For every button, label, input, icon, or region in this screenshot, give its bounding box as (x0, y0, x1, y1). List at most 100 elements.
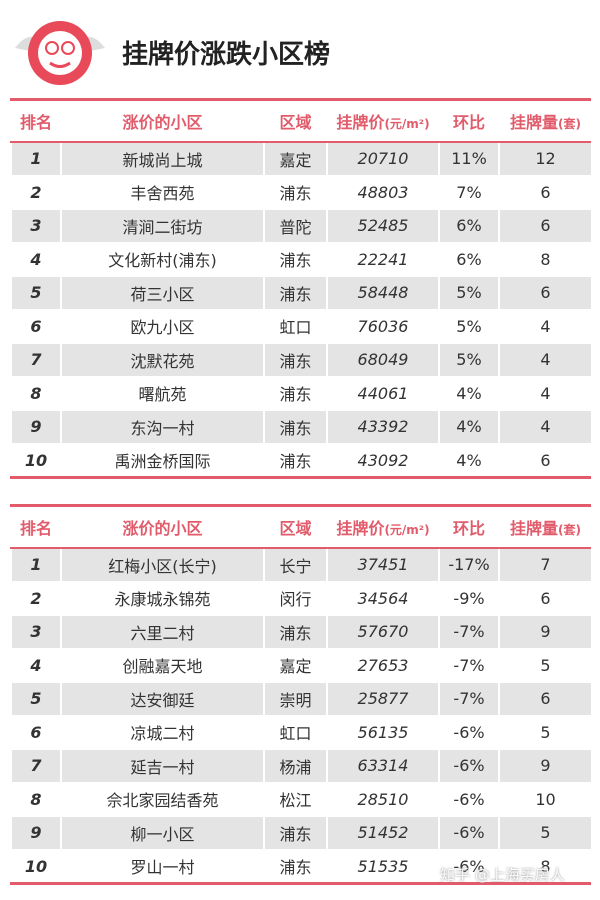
cell: 5 (498, 647, 591, 682)
header-cell: 挂牌量(套) (498, 505, 591, 549)
header-cell: 涨价的小区 (60, 99, 264, 143)
logo (15, 21, 105, 85)
cell: 沈默花苑 (60, 342, 264, 377)
watermark: 知乎 @上海买房人 (440, 866, 565, 884)
header-text: 挂牌价 (336, 113, 385, 132)
cell: 22241 (326, 241, 439, 276)
cell: 丰舍西苑 (60, 174, 264, 209)
cell: 闵行 (263, 580, 327, 615)
row: 9 东沟一村 浦东 43392 4% 4 (10, 409, 591, 444)
cell: 浦东 (263, 848, 327, 884)
cell: 清涧二街坊 (60, 208, 264, 243)
row: 1 红梅小区(长宁) 长宁 37451 -17% 7 (10, 547, 591, 582)
header-cell: 挂牌价(元/m²) (326, 99, 439, 143)
cell: 4 (498, 409, 591, 444)
row: 3 六里二村 浦东 57670 -7% 9 (10, 614, 591, 649)
cell: 曙航苑 (60, 375, 264, 410)
row: 9 柳一小区 浦东 51452 -6% 5 (10, 815, 591, 850)
cell: -9% (438, 580, 499, 615)
header-text: 排名 (19, 113, 52, 132)
cell: 浦东 (263, 375, 327, 410)
cell: 9 (498, 614, 591, 649)
cell: -7% (438, 614, 499, 649)
cell: 68049 (326, 342, 439, 377)
cell: 4 (10, 241, 61, 276)
header-cell: 区域 (263, 505, 327, 549)
row: 7 沈默花苑 浦东 68049 5% 4 (10, 342, 591, 377)
cell: 8 (10, 781, 61, 816)
cell: 普陀 (263, 208, 327, 243)
header-text: 挂牌量 (510, 113, 559, 132)
cell: 嘉定 (263, 647, 327, 682)
cell: 6 (10, 308, 61, 343)
cell: 48803 (326, 174, 439, 209)
header-cell: 环比 (438, 99, 499, 143)
cell: 浦东 (263, 614, 327, 649)
header-text: 涨价的小区 (122, 113, 203, 132)
cell: 4 (10, 647, 61, 682)
cell: 6 (498, 580, 591, 615)
cell: 4% (438, 409, 499, 444)
cell: 1 (10, 547, 61, 582)
row: 4 文化新村(浦东) 浦东 22241 6% 8 (10, 241, 591, 276)
cell: 浦东 (263, 815, 327, 850)
cell: 7% (438, 174, 499, 209)
header-unit: (套) (558, 117, 581, 131)
header-row: 排名 涨价的小区 区域 挂牌价(元/m²) 环比 挂牌量(套) (10, 505, 591, 549)
row: 5 荷三小区 浦东 58448 5% 6 (10, 275, 591, 310)
row: 10 禹洲金桥国际 浦东 43092 4% 6 (10, 442, 591, 478)
cell: 28510 (326, 781, 439, 816)
cell: 25877 (326, 681, 439, 716)
cell: 欧九小区 (60, 308, 264, 343)
header-text: 区域 (279, 113, 312, 132)
row: 3 清涧二街坊 普陀 52485 6% 6 (10, 208, 591, 243)
cell: 5% (438, 275, 499, 310)
cell: 9 (10, 409, 61, 444)
cell: 43092 (326, 442, 439, 478)
cell: 8 (498, 241, 591, 276)
cell: -6% (438, 748, 499, 783)
cell: 51452 (326, 815, 439, 850)
cell: 佘北家园结香苑 (60, 781, 264, 816)
cell: 11% (438, 141, 499, 176)
cell: 4 (498, 375, 591, 410)
cell: 东沟一村 (60, 409, 264, 444)
row: 8 佘北家园结香苑 松江 28510 -6% 10 (10, 781, 591, 816)
cell: 凉城二村 (60, 714, 264, 749)
cell: 2 (10, 174, 61, 209)
cell: 松江 (263, 781, 327, 816)
cell: 10 (498, 781, 591, 816)
cell: 红梅小区(长宁) (60, 547, 264, 582)
header-cell: 排名 (10, 99, 61, 143)
header-text: 环比 (452, 113, 485, 132)
cell: -6% (438, 815, 499, 850)
cell: 崇明 (263, 681, 327, 716)
cell: -17% (438, 547, 499, 582)
cell: 3 (10, 614, 61, 649)
cell: 达安御廷 (60, 681, 264, 716)
cell: 浦东 (263, 174, 327, 209)
cell: 1 (10, 141, 61, 176)
cell: 5 (498, 714, 591, 749)
cell: 57670 (326, 614, 439, 649)
cell: 12 (498, 141, 591, 176)
cell: 4 (498, 308, 591, 343)
cell: -6% (438, 848, 499, 884)
cell: 浦东 (263, 275, 327, 310)
cell: 6% (438, 241, 499, 276)
cell: 5 (498, 815, 591, 850)
cell: -6% (438, 714, 499, 749)
cell: 37451 (326, 547, 439, 582)
cell: 5 (10, 681, 61, 716)
cell: 杨浦 (263, 748, 327, 783)
cell: 10 (10, 442, 61, 478)
cell: 34564 (326, 580, 439, 615)
row: 2 丰舍西苑 浦东 48803 7% 6 (10, 174, 591, 209)
cell: -7% (438, 681, 499, 716)
cell: 52485 (326, 208, 439, 243)
cell: 长宁 (263, 547, 327, 582)
cell: 6 (10, 714, 61, 749)
header-unit: (套) (558, 523, 581, 537)
header-cell: 区域 (263, 99, 327, 143)
